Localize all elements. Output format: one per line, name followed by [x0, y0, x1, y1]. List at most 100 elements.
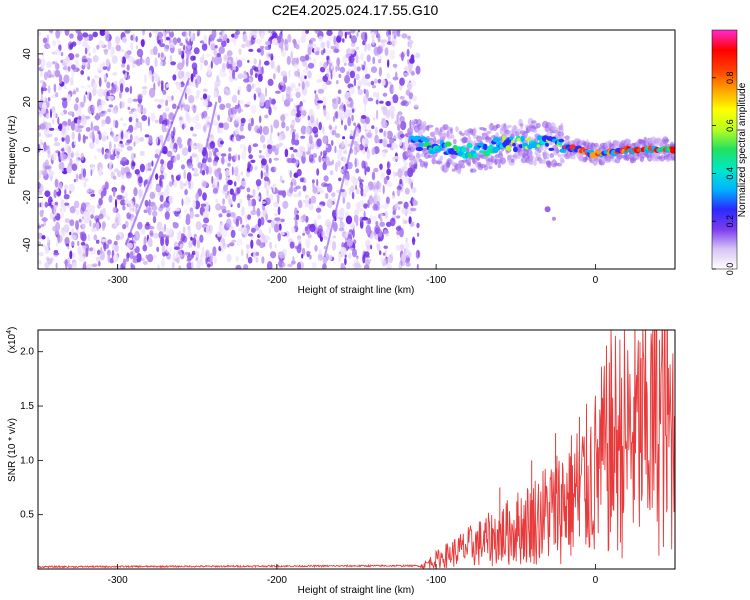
- noise-blob: [334, 145, 337, 154]
- noise-blob: [362, 254, 366, 264]
- noise-blob: [168, 195, 174, 205]
- noise-blob: [153, 74, 161, 82]
- noise-blob: [237, 89, 240, 96]
- noise-blob: [293, 149, 298, 153]
- noise-blob: [237, 154, 241, 161]
- noise-blob: [296, 262, 302, 269]
- noise-blob: [245, 213, 248, 223]
- noise-blob: [379, 163, 383, 170]
- noise-blob: [367, 43, 371, 51]
- noise-blob: [74, 59, 80, 68]
- noise-blob: [264, 114, 269, 119]
- noise-blob: [45, 113, 50, 119]
- noise-blob: [126, 139, 132, 144]
- noise-blob: [271, 38, 278, 45]
- noise-blob: [374, 225, 381, 234]
- noise-blob: [222, 198, 226, 205]
- noise-blob: [209, 134, 214, 139]
- noise-blob: [305, 227, 311, 235]
- noise-blob: [359, 208, 365, 212]
- noise-blob: [227, 63, 233, 69]
- noise-blob: [323, 175, 329, 182]
- noise-streak: [323, 125, 358, 258]
- colorbar-tick-label: 0.6: [725, 119, 735, 132]
- noise-blob: [87, 247, 93, 252]
- noise-blob: [83, 94, 86, 104]
- noise-blob: [179, 180, 184, 190]
- noise-blob: [399, 178, 403, 185]
- noise-blob: [113, 175, 117, 180]
- noise-blob: [344, 31, 347, 39]
- noise-blob: [63, 84, 67, 90]
- noise-blob: [247, 233, 253, 237]
- noise-blob: [149, 225, 155, 230]
- noise-blob: [186, 172, 192, 182]
- noise-blob: [269, 241, 273, 249]
- noise-blob: [361, 160, 366, 169]
- noise-blob: [250, 159, 256, 163]
- noise-blob: [93, 82, 98, 90]
- noise-blob: [87, 76, 90, 81]
- noise-blob: [95, 239, 100, 244]
- noise-blob: [135, 118, 139, 123]
- noise-blob: [104, 30, 110, 35]
- noise-blob: [201, 43, 208, 51]
- noise-blob: [57, 116, 60, 125]
- ridge-halo: [443, 132, 447, 137]
- noise-blob: [142, 30, 145, 36]
- noise-blob: [229, 200, 232, 204]
- noise-blob: [76, 118, 80, 126]
- noise-blob: [94, 155, 97, 160]
- noise-blob: [155, 173, 159, 181]
- noise-blob: [100, 190, 104, 199]
- noise-blob: [354, 157, 357, 168]
- ridge-halo: [419, 160, 425, 168]
- noise-blob: [307, 46, 312, 56]
- noise-blob: [113, 119, 116, 128]
- noise-blob: [88, 92, 92, 102]
- noise-blob: [361, 63, 364, 70]
- noise-blob: [235, 218, 240, 227]
- noise-blob: [46, 144, 51, 155]
- noise-blob: [339, 217, 343, 224]
- noise-blob: [277, 232, 282, 242]
- noise-blob: [169, 30, 174, 38]
- noise-blob: [119, 91, 122, 99]
- noise-blob: [205, 225, 210, 235]
- noise-blob: [187, 225, 191, 231]
- noise-blob: [297, 38, 300, 46]
- noise-blob: [233, 181, 237, 187]
- noise-blob: [270, 98, 277, 105]
- noise-blob: [184, 189, 188, 195]
- noise-blob: [92, 189, 95, 194]
- noise-blob: [196, 75, 201, 85]
- noise-blob: [103, 49, 108, 55]
- noise-blob: [231, 166, 234, 176]
- noise-blob: [333, 48, 340, 54]
- noise-blob: [157, 264, 160, 269]
- noise-blob: [322, 125, 325, 135]
- ridge-halo: [539, 147, 544, 151]
- noise-blob: [361, 137, 366, 146]
- noise-blob: [236, 59, 243, 68]
- noise-blob: [113, 143, 116, 149]
- noise-blob: [242, 33, 248, 43]
- noise-blob: [182, 44, 186, 51]
- noise-blob: [73, 200, 80, 209]
- noise-blob: [353, 262, 360, 269]
- noise-blob: [83, 181, 87, 188]
- noise-blob: [405, 89, 411, 96]
- noise-blob: [128, 116, 133, 123]
- noise-blob: [350, 47, 355, 55]
- noise-blob: [116, 194, 123, 200]
- noise-blob: [38, 252, 44, 257]
- noise-blob: [86, 84, 92, 88]
- noise-blob: [415, 52, 421, 59]
- noise-blob: [342, 38, 345, 43]
- noise-blob: [396, 215, 401, 219]
- noise-blob: [143, 209, 148, 214]
- noise-blob: [70, 240, 75, 246]
- noise-blob: [270, 186, 273, 191]
- noise-blob: [186, 262, 193, 269]
- noise-blob: [80, 70, 85, 75]
